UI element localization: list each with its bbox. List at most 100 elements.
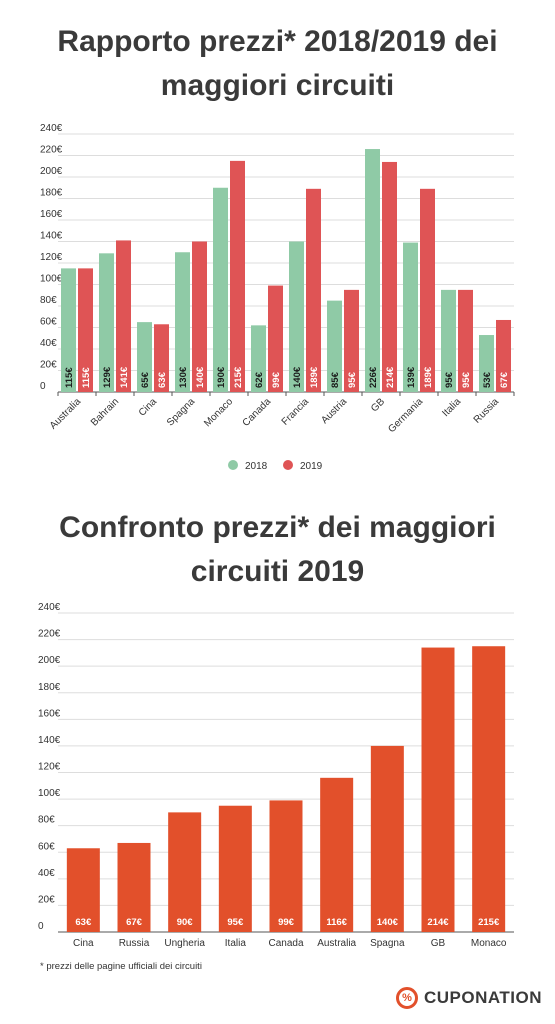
bar-2019 bbox=[78, 268, 93, 392]
bar bbox=[168, 812, 202, 932]
chart2-title-line1: Confronto prezzi* dei maggiori bbox=[59, 511, 496, 544]
bar bbox=[472, 646, 506, 932]
data-label: 99€ bbox=[278, 917, 295, 928]
bar-2019 bbox=[382, 161, 397, 392]
bar-2018 bbox=[175, 252, 190, 392]
x-tick-label: Australia bbox=[48, 396, 84, 432]
y-tick-label: 240€ bbox=[40, 123, 63, 134]
bar-2018 bbox=[403, 242, 418, 392]
bar-2018 bbox=[251, 325, 266, 392]
bar bbox=[320, 777, 354, 932]
data-label-2018: 140€ bbox=[292, 366, 303, 388]
x-tick-label: Canada bbox=[268, 938, 303, 949]
data-label-2018: 62€ bbox=[254, 371, 265, 388]
x-tick-label: Cina bbox=[137, 396, 160, 419]
data-label-2019: 140€ bbox=[195, 366, 206, 388]
x-tick-label: Australia bbox=[317, 938, 356, 949]
x-tick-label: GB bbox=[369, 396, 387, 414]
y-tick-label: 100€ bbox=[38, 788, 61, 799]
x-tick-label: Canada bbox=[241, 396, 274, 429]
percent-icon: % bbox=[396, 987, 418, 1009]
bar-2019 bbox=[230, 160, 245, 392]
data-label-2019: 95€ bbox=[461, 371, 472, 388]
legend-marker-2019 bbox=[283, 460, 293, 470]
data-label-2018: 139€ bbox=[406, 366, 417, 388]
data-label: 95€ bbox=[227, 917, 244, 928]
data-label-2018: 129€ bbox=[102, 366, 113, 388]
x-tick-label: Austria bbox=[319, 396, 349, 426]
x-tick-label: Francia bbox=[280, 396, 312, 428]
data-label-2019: 141€ bbox=[119, 366, 130, 388]
x-tick-label: Monaco bbox=[471, 938, 507, 949]
x-tick-label: Spagna bbox=[165, 396, 197, 428]
bar bbox=[370, 745, 404, 932]
data-label-2018: 190€ bbox=[216, 366, 227, 388]
data-label: 63€ bbox=[75, 917, 92, 928]
x-tick-label: Cina bbox=[73, 938, 94, 949]
legend-label-2019: 2019 bbox=[300, 461, 323, 472]
y-tick-label: 160€ bbox=[40, 209, 63, 220]
bar-2019 bbox=[116, 240, 131, 392]
data-label-2019: 189€ bbox=[309, 366, 320, 388]
y-tick-label: 220€ bbox=[40, 145, 63, 156]
chart2-title-line2: circuiti 2019 bbox=[190, 555, 365, 588]
y-tick-label: 60€ bbox=[38, 841, 55, 852]
x-tick-label: Russia bbox=[119, 938, 150, 949]
y-tick-label: 0 bbox=[38, 921, 44, 932]
data-label-2018: 95€ bbox=[444, 371, 455, 388]
data-label: 140€ bbox=[377, 917, 399, 928]
footnote: * prezzi delle pagine ufficiali dei circ… bbox=[40, 961, 202, 972]
bar-2018 bbox=[441, 289, 456, 392]
x-tick-label: Spagna bbox=[370, 938, 405, 949]
y-tick-label: 180€ bbox=[38, 682, 61, 693]
x-tick-label: Bahrain bbox=[89, 396, 121, 428]
y-tick-label: 100€ bbox=[40, 274, 63, 285]
bar-2018 bbox=[213, 187, 228, 392]
data-label-2019: 95€ bbox=[347, 371, 358, 388]
data-label-2018: 53€ bbox=[482, 371, 493, 388]
data-label-2018: 115€ bbox=[64, 367, 75, 388]
bar bbox=[269, 800, 303, 932]
bar-2018 bbox=[327, 300, 342, 392]
data-label-2019: 67€ bbox=[499, 371, 510, 388]
y-tick-label: 140€ bbox=[40, 231, 63, 242]
bar-2019 bbox=[458, 289, 473, 392]
bar bbox=[66, 848, 100, 932]
bar-2019 bbox=[306, 188, 321, 392]
data-label: 214€ bbox=[427, 917, 449, 928]
bar bbox=[421, 647, 455, 932]
bar-2018 bbox=[289, 241, 304, 392]
data-label-2018: 65€ bbox=[140, 371, 151, 388]
x-tick-label: Germania bbox=[386, 396, 425, 435]
bar bbox=[117, 842, 151, 932]
y-tick-label: 80€ bbox=[38, 815, 55, 826]
x-tick-label: Russia bbox=[472, 396, 502, 426]
bar-2019 bbox=[268, 285, 283, 392]
bar-2019 bbox=[344, 289, 359, 392]
bar-2018 bbox=[365, 149, 380, 392]
data-label-2019: 214€ bbox=[385, 366, 396, 388]
data-label-2019: 115€ bbox=[81, 367, 92, 388]
y-tick-label: 180€ bbox=[40, 188, 63, 199]
chart1-title-line2: maggiori circuiti bbox=[160, 69, 395, 102]
data-label-2018: 130€ bbox=[178, 366, 189, 388]
y-tick-label: 40€ bbox=[38, 868, 55, 879]
x-tick-label: Ungheria bbox=[164, 938, 205, 949]
data-label-2018: 85€ bbox=[330, 371, 341, 388]
y-tick-label: 240€ bbox=[38, 602, 61, 613]
x-tick-label: Italia bbox=[225, 938, 247, 949]
bar-2019 bbox=[154, 324, 169, 392]
bar-2019 bbox=[496, 319, 511, 392]
brand-name: CUPONATION bbox=[424, 988, 543, 1007]
y-tick-label: 120€ bbox=[40, 252, 63, 263]
y-tick-label: 20€ bbox=[40, 360, 57, 371]
y-tick-label: 220€ bbox=[38, 629, 61, 640]
data-label: 215€ bbox=[478, 917, 500, 928]
y-tick-label: 200€ bbox=[38, 655, 61, 666]
data-label-2019: 99€ bbox=[271, 371, 282, 388]
brand-logo: % CUPONATION bbox=[396, 987, 542, 1009]
y-tick-label: 60€ bbox=[40, 317, 57, 328]
data-label: 90€ bbox=[177, 917, 194, 928]
price-comparison-2018-2019-chart: 0 20€ 40€ 60€ 80€ 100€ 120€ 140€ 160€ 180€ 200€ 220… bbox=[40, 123, 515, 472]
data-label: 116€ bbox=[326, 917, 347, 928]
